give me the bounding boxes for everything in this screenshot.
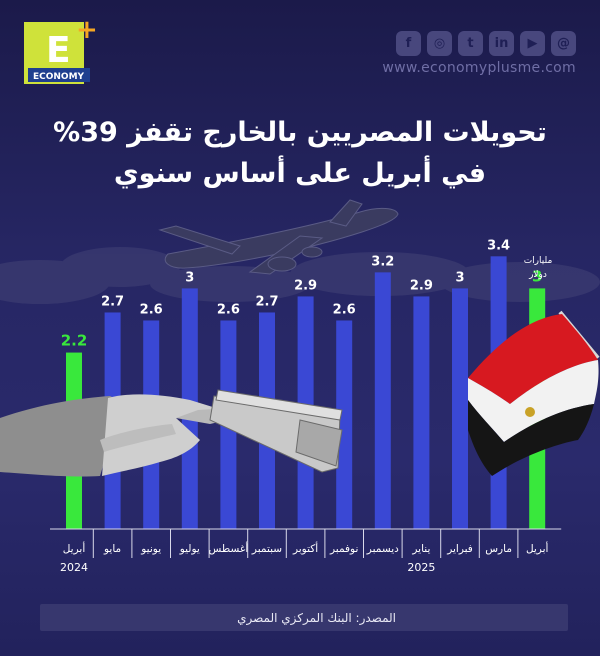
x-tick-label-11: مارس bbox=[485, 543, 512, 555]
bar-8 bbox=[374, 272, 391, 529]
x-tick-label-12: أبريل bbox=[526, 541, 549, 555]
bar-value-label-8: 3.2 bbox=[371, 254, 394, 269]
website-url[interactable]: www.economyplusme.com bbox=[382, 60, 576, 76]
bar-value-label-12: 3 bbox=[532, 267, 542, 285]
title-line-1: تحويلات المصريين بالخارج تقفز 39% bbox=[53, 117, 547, 148]
x-tick-label-10: فبراير bbox=[446, 543, 473, 555]
bar-value-label-6: 2.9 bbox=[294, 278, 317, 293]
x-tick-label-6: أكتوبر bbox=[292, 541, 318, 555]
year-label-1: 2025 bbox=[407, 561, 435, 574]
x-tick-label-4: أغسطس bbox=[209, 541, 249, 555]
bar-value-label-10: 3 bbox=[455, 270, 464, 285]
x-tick-label-9: يناير bbox=[411, 543, 430, 555]
x-tick-label-1: مايو bbox=[103, 543, 121, 555]
bar-9 bbox=[413, 296, 430, 529]
source-bar: المصدر: البنك المركزي المصري bbox=[40, 604, 568, 631]
bar-value-label-2: 2.6 bbox=[140, 302, 163, 317]
bar-value-label-3: 3 bbox=[185, 270, 194, 285]
bar-value-label-11: 3.4 bbox=[487, 238, 510, 253]
x-tick-label-7: نوفمبر bbox=[329, 543, 358, 555]
page-title: تحويلات المصريين بالخارج تقفز 39% في أبر… bbox=[0, 112, 600, 194]
bar-7 bbox=[336, 320, 353, 529]
unit-label-line-2: دولار bbox=[528, 270, 547, 280]
title-line-2: في أبريل على أساس سنوي bbox=[113, 158, 487, 189]
threads-icon[interactable]: @ bbox=[551, 31, 576, 56]
egypt-flag-illustration bbox=[468, 310, 600, 476]
logo-letter: E bbox=[46, 30, 71, 71]
x-axis-group: أبريل مايو يونيو يوليو أغسطس سبتمبر أكتوبر نوفم… bbox=[50, 528, 562, 574]
x-tick-label-8: ديسمبر bbox=[366, 543, 399, 555]
bar-value-label-9: 2.9 bbox=[410, 278, 433, 293]
hand-money-illustration bbox=[0, 389, 343, 477]
bar-10 bbox=[452, 288, 468, 529]
bar-value-label-4: 2.6 bbox=[217, 302, 240, 317]
logo-text: ECONOMY bbox=[33, 72, 85, 82]
bar-value-label-1: 2.7 bbox=[101, 294, 124, 309]
unit-label-line-1: مليارات bbox=[524, 256, 553, 266]
logo-plus: + bbox=[76, 16, 96, 45]
instagram-icon[interactable]: ◎ bbox=[427, 31, 452, 56]
x-tick-label-3: يوليو bbox=[179, 543, 200, 555]
twitter-icon[interactable]: t bbox=[458, 31, 483, 56]
brand-logo: E ECONOMY + bbox=[24, 16, 96, 84]
bar-value-label-0: 2.2 bbox=[61, 332, 88, 350]
facebook-icon[interactable]: f bbox=[396, 31, 421, 56]
bar-value-label-7: 2.6 bbox=[333, 302, 356, 317]
source-text: المصدر: البنك المركزي المصري bbox=[237, 610, 396, 625]
linkedin-icon[interactable]: in bbox=[489, 31, 514, 56]
x-tick-label-0: أبريل bbox=[63, 541, 86, 555]
x-tick-label-2: يونيو bbox=[140, 543, 161, 555]
year-label-0: 2024 bbox=[60, 561, 88, 574]
bar-value-label-5: 2.7 bbox=[255, 294, 278, 309]
social-links: f ◎ t in ▶ @ bbox=[396, 31, 576, 56]
airplane-illustration bbox=[158, 199, 399, 275]
x-tick-label-5: سبتمبر bbox=[251, 543, 282, 555]
youtube-icon[interactable]: ▶ bbox=[520, 31, 545, 56]
